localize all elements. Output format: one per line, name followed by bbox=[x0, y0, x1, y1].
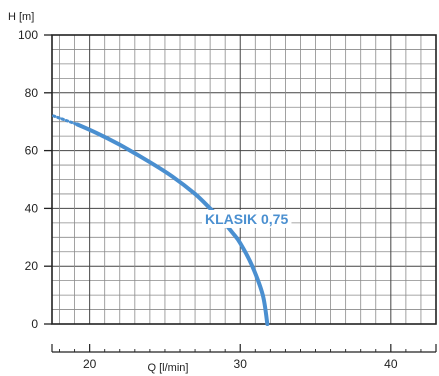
series-dotted-extension bbox=[52, 114, 80, 127]
x-axis-title: Q [l/min] bbox=[148, 362, 189, 374]
y-tick-label: 0 bbox=[31, 317, 38, 331]
y-tick-label: 60 bbox=[25, 144, 39, 158]
y-axis: 0 20 40 60 80 100 bbox=[18, 28, 52, 331]
x-tick-label: 20 bbox=[83, 357, 97, 371]
y-axis-title: H [m] bbox=[8, 11, 34, 23]
y-tick-label: 80 bbox=[25, 86, 39, 100]
y-tick-label: 100 bbox=[18, 28, 38, 42]
series-curve bbox=[75, 122, 270, 326]
y-tick-label: 20 bbox=[25, 259, 39, 273]
x-axis: 20 30 40 bbox=[51, 344, 437, 371]
grid bbox=[52, 34, 437, 325]
series-layer: KLASIK 0,75 bbox=[52, 114, 292, 326]
x-tick-label: 30 bbox=[234, 357, 248, 371]
y-tick-label: 40 bbox=[25, 201, 39, 215]
series-label-background bbox=[202, 209, 292, 228]
series-label: KLASIK 0,75 bbox=[205, 211, 288, 227]
x-tick-label: 40 bbox=[384, 357, 398, 371]
plot-frame bbox=[51, 34, 437, 325]
